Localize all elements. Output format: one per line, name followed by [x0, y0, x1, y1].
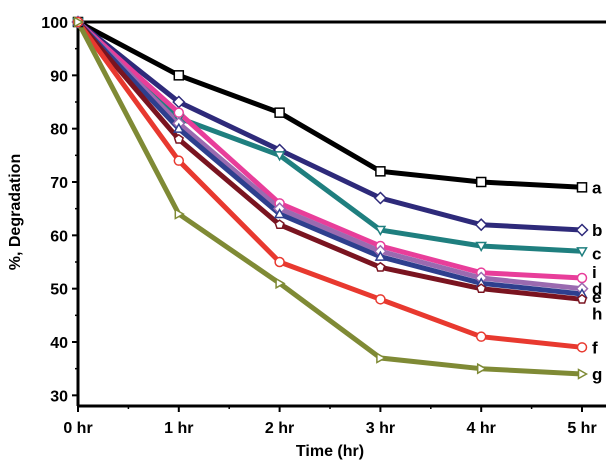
data-point	[273, 207, 286, 219]
data-point	[476, 362, 488, 375]
series-line-b	[76, 20, 583, 233]
series-label-d: d	[592, 280, 602, 299]
data-point	[374, 250, 387, 261]
data-point	[476, 283, 487, 294]
x-tick-label: 5 hr	[567, 420, 596, 437]
data-point	[373, 191, 387, 205]
series-line-f	[75, 20, 583, 350]
y-tick-label: 60	[50, 228, 68, 245]
series-line-c	[76, 20, 583, 254]
series-markers	[71, 15, 589, 380]
x-tick-label: 3 hr	[366, 420, 395, 437]
data-point	[374, 225, 387, 237]
y-tick-label: 80	[50, 122, 68, 139]
series-label-a: a	[592, 178, 602, 197]
data-point	[375, 261, 386, 272]
x-ticks: 0 hr 1 hr 2 hr 3 hr 4 hr 5 hr	[63, 406, 597, 437]
y-tick-label: 70	[50, 175, 68, 192]
data-point	[576, 247, 588, 258]
y-tick-label: 50	[50, 282, 68, 299]
y-tick-label: 40	[50, 335, 68, 352]
axes	[76, 20, 606, 408]
series-line-h	[76, 20, 583, 302]
series-line-a	[76, 19, 583, 190]
y-axis-title: %, Degradation	[7, 154, 24, 270]
x-tick-label: 2 hr	[265, 420, 294, 437]
y-tick-label: 30	[50, 388, 68, 405]
x-axis-title: Time (hr)	[296, 443, 364, 460]
series-line-e	[76, 20, 583, 297]
data-point	[173, 70, 185, 81]
y-tick-label: 90	[50, 68, 68, 85]
data-point	[375, 294, 386, 305]
data-point	[576, 182, 588, 193]
series-lines	[75, 19, 583, 377]
data-point	[173, 133, 184, 144]
data-point	[576, 342, 588, 353]
data-point	[173, 107, 185, 118]
data-point	[173, 155, 185, 166]
series-label-c: c	[592, 244, 601, 263]
data-point	[273, 151, 286, 162]
data-point	[274, 107, 285, 118]
series-label-g: g	[592, 365, 602, 384]
series-line-i	[76, 20, 583, 281]
data-point	[174, 208, 185, 220]
series-label-h: h	[592, 304, 602, 323]
plot-area	[78, 22, 606, 406]
data-point	[376, 352, 387, 364]
data-point	[375, 166, 386, 177]
data-point	[173, 122, 185, 133]
data-point	[275, 277, 286, 290]
data-point	[575, 223, 589, 237]
data-point	[474, 218, 488, 232]
series-line-g	[75, 20, 583, 377]
data-point	[576, 293, 588, 304]
data-point	[576, 272, 588, 284]
series-label-e: e	[592, 288, 601, 307]
data-point	[274, 219, 285, 230]
x-tick-label: 1 hr	[164, 420, 193, 437]
data-point	[475, 331, 487, 342]
data-point	[73, 16, 85, 28]
series-label-i: i	[592, 263, 597, 282]
series-label-b: b	[592, 221, 602, 240]
series-label-f: f	[592, 338, 598, 357]
x-tick-label: 0 hr	[63, 420, 92, 437]
x-tick-label: 4 hr	[467, 420, 496, 437]
data-point	[475, 241, 487, 253]
series-line-d	[76, 20, 583, 292]
data-point	[274, 256, 285, 268]
y-tick-label: 100	[41, 15, 68, 32]
data-point	[577, 368, 589, 380]
y-ticks: 30 40 50 60 70 80 90 100	[41, 15, 78, 405]
data-point	[475, 176, 487, 188]
